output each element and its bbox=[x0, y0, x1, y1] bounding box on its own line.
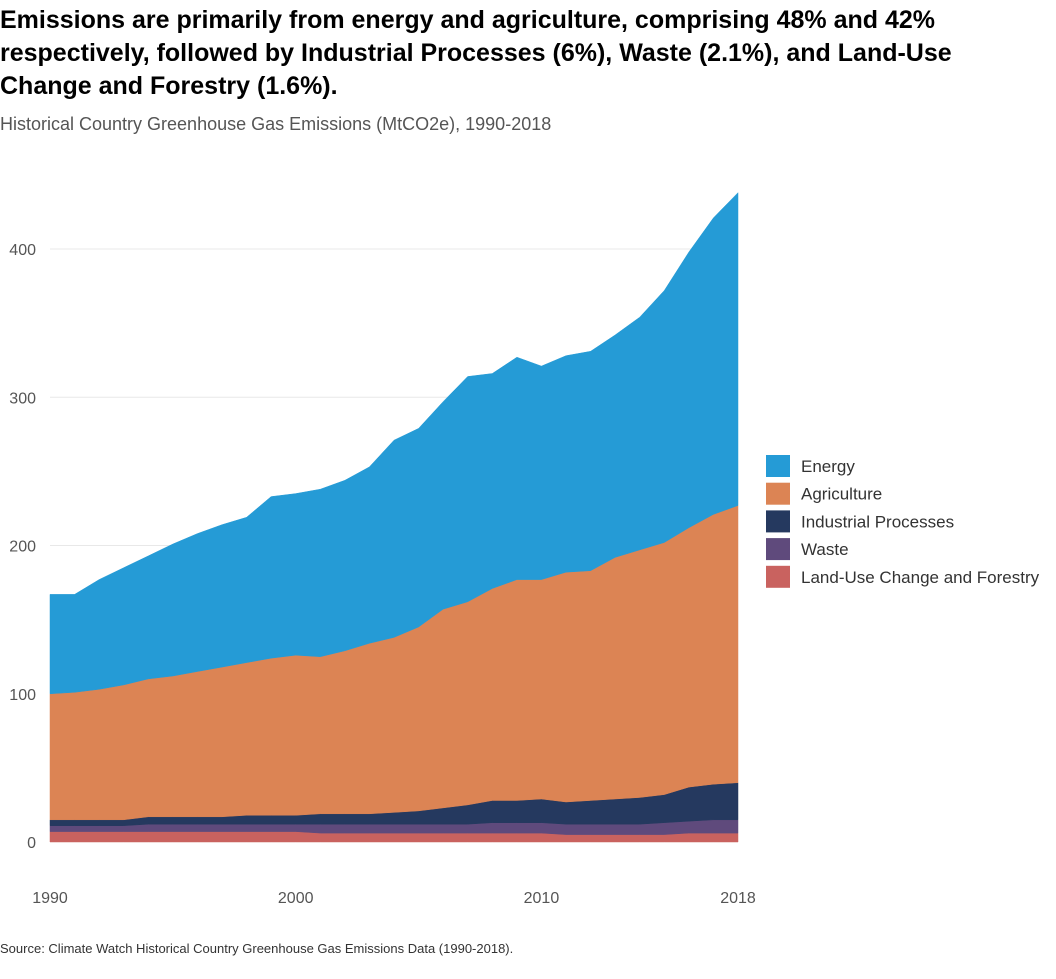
chart-subtitle: Historical Country Greenhouse Gas Emissi… bbox=[0, 114, 552, 134]
legend-label: Energy bbox=[801, 457, 855, 476]
legend-swatch bbox=[766, 482, 790, 505]
legend-label: Waste bbox=[801, 540, 849, 559]
legend-label: Industrial Processes bbox=[801, 512, 954, 531]
y-tick-label: 400 bbox=[9, 242, 36, 259]
legend-label: Land-Use Change and Forestry bbox=[801, 568, 1040, 587]
legend-swatch bbox=[766, 510, 790, 533]
chart-title: Emissions are primarily from energy and … bbox=[0, 6, 952, 100]
y-tick-label: 0 bbox=[27, 835, 36, 852]
legend-swatch bbox=[766, 455, 790, 477]
x-tick-label: 2018 bbox=[720, 890, 756, 907]
y-tick-label: 300 bbox=[9, 390, 36, 407]
x-axis-ticks: 1990 2000 2010 2018 bbox=[32, 890, 756, 907]
area-series-4 bbox=[49, 192, 739, 695]
legend-label: Agriculture bbox=[801, 485, 882, 504]
legend-swatch bbox=[766, 538, 790, 561]
y-axis-ticks: 0 100 200 300 400 bbox=[9, 242, 36, 852]
x-tick-label: 2010 bbox=[524, 890, 560, 907]
x-tick-label: 2000 bbox=[278, 890, 314, 907]
x-tick-label: 1990 bbox=[32, 890, 68, 907]
y-tick-label: 100 bbox=[9, 687, 36, 704]
stacked-areas bbox=[49, 192, 739, 843]
legend-swatch bbox=[766, 565, 790, 588]
y-tick-label: 200 bbox=[9, 539, 36, 556]
source-note: Source: Climate Watch Historical Country… bbox=[0, 941, 514, 956]
legend: Energy Agriculture Industrial Processes Was… bbox=[766, 455, 1040, 588]
chart-svg: 0 100 200 300 400 1990 2000 2010 2018 Energy Agr… bbox=[9, 192, 1040, 907]
